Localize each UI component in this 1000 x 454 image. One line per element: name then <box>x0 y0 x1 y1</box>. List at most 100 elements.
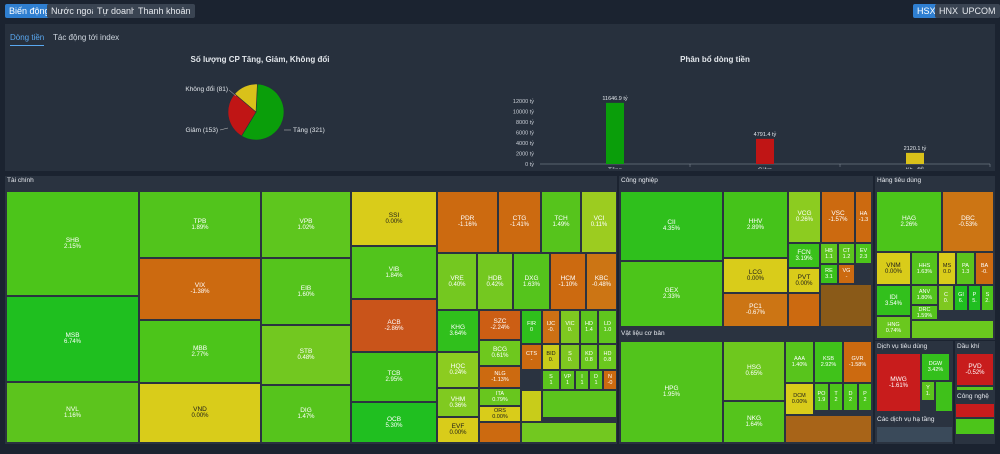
stock-tile-gvr[interactable]: GVR -1.58% <box>843 341 872 383</box>
stock-tile-nvl[interactable]: NVL 1.16% <box>6 382 139 443</box>
stock-tile[interactable] <box>911 320 994 339</box>
stock-tile-dig[interactable]: DIG 1.47% <box>261 385 351 443</box>
stock-tile-fcn[interactable]: FCN 3.19% <box>788 243 820 268</box>
stock-tile-hb[interactable]: HB 1.1 <box>820 243 838 264</box>
stock-tile-vsc[interactable]: VSC -1.57% <box>821 191 855 243</box>
stock-tile-gi[interactable]: GI 6. <box>954 285 968 311</box>
stock-tile-cts[interactable]: CTS - <box>521 344 542 370</box>
stock-tile-dbc[interactable]: DBC -0.53% <box>942 191 994 252</box>
stock-tile-tcb[interactable]: TCB 2.95% <box>351 352 437 402</box>
stock-tile-khg[interactable]: KHG 3.64% <box>437 310 479 352</box>
stock-tile-hqc[interactable]: HQC 0.24% <box>437 352 479 388</box>
stock-tile-stb[interactable]: STB 0.48% <box>261 325 351 385</box>
stock-tile-idi[interactable]: IDI 3.54% <box>876 285 911 316</box>
stock-tile-s[interactable]: S 0. <box>560 344 580 370</box>
tab-tu-doanh[interactable]: Tự doanh <box>93 4 141 18</box>
tab-bien-dong[interactable]: Biến động <box>5 4 54 18</box>
stock-tile-hpg[interactable]: HPG 1.95% <box>620 341 723 443</box>
stock-tile-vcg[interactable]: VCG 0.26% <box>788 191 821 243</box>
stock-tile[interactable] <box>521 422 617 443</box>
stock-tile-hd[interactable]: HD 1.4 <box>580 310 598 344</box>
stock-tile-pvt[interactable]: PVT 0.00% <box>788 268 820 293</box>
stock-tile-vg[interactable]: VG - <box>838 264 855 284</box>
stock-tile[interactable] <box>788 293 820 327</box>
stock-tile[interactable] <box>935 381 953 412</box>
exchange-hnx[interactable]: HNX <box>935 4 963 18</box>
stock-tile[interactable] <box>820 284 872 327</box>
stock-tile-re[interactable]: RE 3.1 <box>820 264 838 284</box>
stock-tile-vp[interactable]: VP 1 <box>560 370 575 390</box>
stock-tile-cii[interactable]: CII 4.35% <box>620 191 723 261</box>
stock-tile-po[interactable]: PO 1.9 <box>814 383 829 411</box>
stock-tile-c[interactable]: C 0. <box>938 285 954 311</box>
stock-tile-shb[interactable]: SHB 2.15% <box>6 191 139 296</box>
stock-tile-hcm[interactable]: HCM -1.10% <box>550 253 586 310</box>
stock-tile-kbc[interactable]: KBC -0.48% <box>586 253 617 310</box>
stock-tile[interactable] <box>479 422 521 443</box>
stock-tile-vnd[interactable]: VND 0.00% <box>139 383 261 443</box>
stock-tile-vhm[interactable]: VHM 0.36% <box>437 388 479 417</box>
stock-tile-dxg[interactable]: DXG 1.63% <box>513 253 550 310</box>
stock-tile-vre[interactable]: VRE 0.40% <box>437 253 477 310</box>
stock-tile[interactable] <box>956 386 994 391</box>
stock-tile-s[interactable]: S 2. <box>981 285 994 311</box>
stock-tile-hag[interactable]: HAG 2.26% <box>876 191 942 252</box>
stock-tile-tch[interactable]: TCH 1.49% <box>541 191 581 253</box>
tab-nuoc-ngoai[interactable]: Nước ngoài <box>47 4 103 18</box>
stock-tile-vic[interactable]: VIC 0. <box>560 310 580 344</box>
stock-tile-nlg[interactable]: NLG -1.13% <box>479 366 521 388</box>
stock-tile-drc[interactable]: DRC 1.59% <box>911 305 938 320</box>
stock-tile-mwg[interactable]: MWG -1.61% <box>876 353 921 412</box>
stock-tile-vix[interactable]: VIX -1.38% <box>139 258 261 320</box>
stock-tile[interactable] <box>955 418 995 435</box>
stock-tile-ssi[interactable]: SSI 0.00% <box>351 191 437 246</box>
stock-tile-eib[interactable]: EIB 1.60% <box>261 258 351 325</box>
stock-tile-ba[interactable]: BA -0. <box>975 252 994 285</box>
stock-tile-fir[interactable]: FIR 0 <box>521 310 542 344</box>
stock-tile-evf[interactable]: EVF 0.00% <box>437 417 479 443</box>
stock-tile-tpb[interactable]: TPB 1.89% <box>139 191 261 258</box>
stock-tile-hdb[interactable]: HDB 0.42% <box>477 253 513 310</box>
stock-tile-ld[interactable]: LD 1.0 <box>598 310 617 344</box>
stock-tile-pdr[interactable]: PDR -1.16% <box>437 191 498 253</box>
stock-tile-acb[interactable]: ACB -2.86% <box>351 299 437 352</box>
tab-thanh-khoan[interactable]: Thanh khoản <box>134 4 195 18</box>
stock-tile-msb[interactable]: MSB 6.74% <box>6 296 139 382</box>
stock-tile-pvd[interactable]: PVD -0.52% <box>956 353 994 386</box>
stock-tile-nkg[interactable]: NKG 1.64% <box>723 401 785 443</box>
stock-tile[interactable] <box>876 426 953 443</box>
stock-tile-y[interactable]: Y 1. <box>921 381 935 401</box>
subtab-dong-tien[interactable]: Dòng tiền <box>10 33 45 46</box>
subtab-tac-dong[interactable]: Tác động tới index <box>53 33 120 42</box>
stock-tile-bcg[interactable]: BCG 0.61% <box>479 340 521 366</box>
stock-tile[interactable] <box>785 415 872 443</box>
stock-tile-ocb[interactable]: OCB 5.30% <box>351 402 437 443</box>
stock-tile-lcg[interactable]: LCG 0.00% <box>723 258 788 293</box>
stock-tile-mbb[interactable]: MBB 2.77% <box>139 320 261 383</box>
stock-tile-hng[interactable]: HNG 0.74% <box>876 316 911 339</box>
exchange-hsx[interactable]: HSX <box>913 4 940 18</box>
stock-tile-n[interactable]: N -0 <box>603 370 617 390</box>
stock-tile-ct[interactable]: CT 1.2 <box>838 243 855 264</box>
stock-tile-ijc[interactable]: IJC -0. <box>542 310 560 344</box>
stock-tile-ita[interactable]: ITA 0.79% <box>479 388 521 406</box>
stock-tile-anv[interactable]: ANV 1.80% <box>911 285 938 305</box>
stock-tile-ors[interactable]: ORS 0.00% <box>479 406 521 422</box>
exchange-upcom[interactable]: UPCOM <box>958 4 1000 18</box>
stock-tile-p[interactable]: P 5. <box>968 285 981 311</box>
stock-tile-hhv[interactable]: HHV 2.89% <box>723 191 788 258</box>
stock-tile-hsg[interactable]: HSG 0.65% <box>723 341 785 401</box>
stock-tile[interactable] <box>955 403 995 418</box>
stock-tile-vci[interactable]: VCI 0.11% <box>581 191 617 253</box>
stock-tile-ha[interactable]: HA -1.3 <box>855 191 872 243</box>
stock-tile-hhs[interactable]: HHS 1.63% <box>911 252 938 285</box>
stock-tile-ms[interactable]: MS 0.0 <box>938 252 956 285</box>
stock-tile-pc1[interactable]: PC1 -0.67% <box>723 293 788 327</box>
stock-tile-vib[interactable]: VIB 1.84% <box>351 246 437 299</box>
